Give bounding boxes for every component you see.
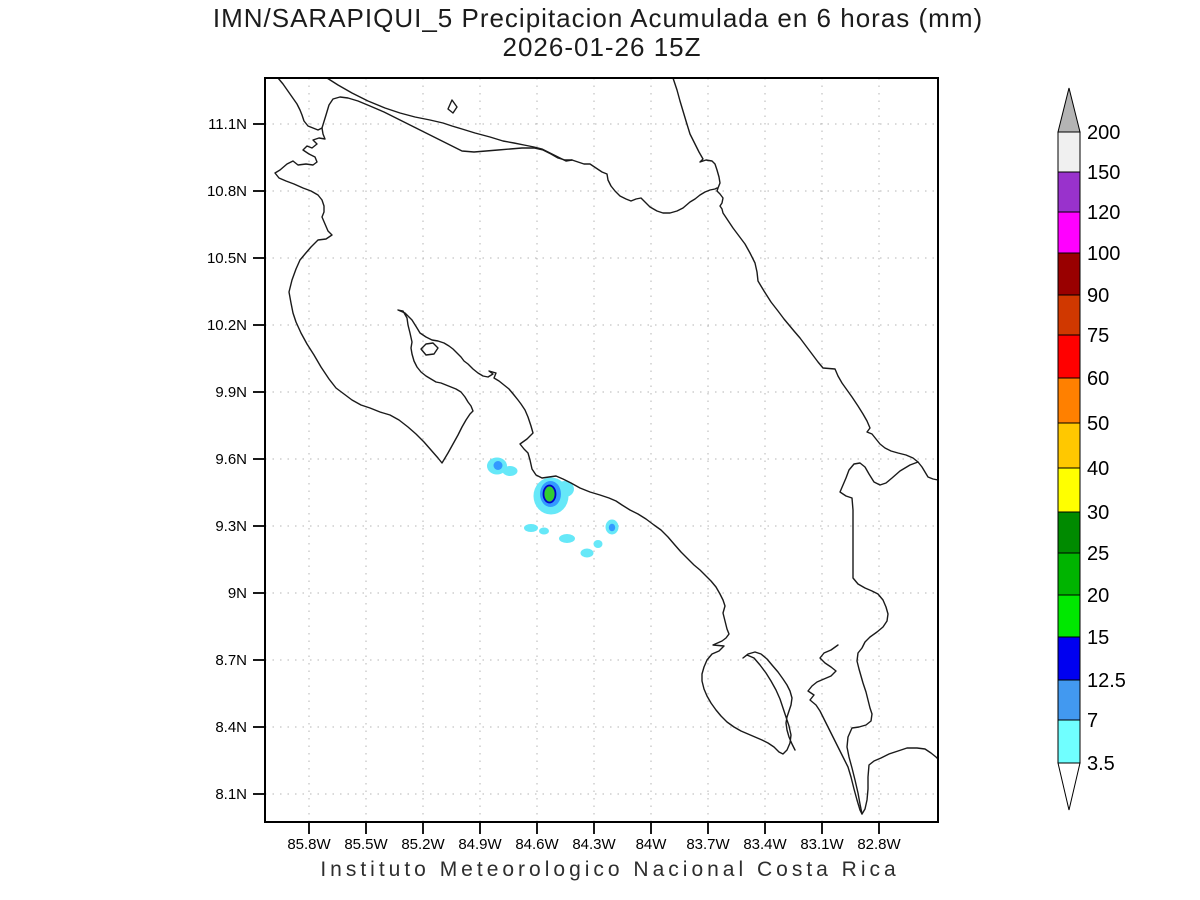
- lon-tick-label: 84.9W: [458, 836, 502, 853]
- colorbar-label: 15: [1087, 627, 1109, 649]
- lon-tick-label: 83.4W: [743, 836, 787, 853]
- colorbar-overflow-up-arrow-icon: [1057, 87, 1081, 133]
- lon-tick-label: 84.6W: [515, 836, 559, 853]
- border-nicaragua: [321, 96, 573, 161]
- colorbar-box: [1057, 552, 1081, 596]
- grid: [265, 78, 938, 822]
- island-chira: [420, 342, 439, 356]
- colorbar-label: 20: [1087, 585, 1109, 607]
- lat-tick-label: 9.9N: [215, 384, 247, 401]
- colorbar: 200 150 120 100 90 75 60 50 40 30 25 20 …: [1057, 87, 1126, 811]
- colorbar-label: 3.5: [1087, 753, 1115, 775]
- colorbar-box: [1057, 636, 1081, 681]
- plot-title: IMN/SARAPIQUI_5 Precipitacion Acumulada …: [213, 3, 983, 33]
- lon-axis: 85.8W 85.5W 85.2W 84.9W 84.6W 84.3W 84W …: [287, 836, 901, 853]
- border-panama: [839, 461, 919, 815]
- colorbar-label: 75: [1087, 325, 1109, 347]
- colorbar-box: [1057, 131, 1081, 173]
- precip-cell-light: [487, 457, 619, 558]
- lon-tick-label: 82.8W: [857, 836, 901, 853]
- coastline-golfo-dulce-east: [807, 644, 939, 815]
- precip-field: [487, 457, 619, 558]
- colorbar-label: 120: [1087, 202, 1120, 224]
- colorbar-box: [1057, 211, 1081, 254]
- precip-cell-heavy: [542, 484, 557, 504]
- colorbar-label: 60: [1087, 368, 1109, 390]
- lat-tick-label: 8.4N: [215, 719, 247, 736]
- colorbar-label: 50: [1087, 413, 1109, 435]
- lon-tick-label: 84.3W: [572, 836, 616, 853]
- colorbar-box: [1057, 334, 1081, 379]
- lat-tick-label: 11.1N: [208, 116, 247, 133]
- colorbar-label: 100: [1087, 243, 1120, 265]
- plot-subtitle: 2026-01-26 15Z: [502, 32, 701, 62]
- colorbar-box: [1057, 252, 1081, 296]
- lon-tick-label: 85.5W: [344, 836, 388, 853]
- lat-tick-label: 9.3N: [215, 518, 247, 535]
- colorbar-box: [1057, 467, 1081, 513]
- colorbar-box: [1057, 171, 1081, 213]
- colorbar-box: [1057, 377, 1081, 424]
- colorbar-label: 150: [1087, 162, 1120, 184]
- colorbar-box: [1057, 719, 1081, 764]
- lon-tick-label: 83.7W: [686, 836, 730, 853]
- lat-tick-label: 10.8N: [207, 183, 247, 200]
- colorbar-label: 30: [1087, 502, 1109, 524]
- colorbar-label: 25: [1087, 543, 1109, 565]
- lake-nicaragua-shore: [326, 77, 718, 214]
- coastline-pacific: [274, 77, 796, 755]
- colorbar-box: [1057, 679, 1081, 721]
- colorbar-box: [1057, 294, 1081, 336]
- lon-tick-label: 85.8W: [287, 836, 331, 853]
- lat-tick-label: 9.6N: [215, 451, 247, 468]
- figure-caption: Instituto Meteorologico Nacional Costa R…: [320, 858, 899, 881]
- colorbar-label: 40: [1087, 458, 1109, 480]
- axis-ticks: [253, 123, 880, 834]
- lat-tick-label: 8.1N: [215, 786, 247, 803]
- colorbar-box: [1057, 511, 1081, 554]
- lat-tick-label: 10.2N: [207, 317, 247, 334]
- colorbar-label: 200: [1087, 122, 1120, 144]
- lon-tick-label: 83.1W: [800, 836, 844, 853]
- colorbar-overflow-down-arrow-icon: [1057, 762, 1081, 811]
- colorbar-label: 90: [1087, 285, 1109, 307]
- map-frame: [264, 77, 939, 823]
- colorbar-label: 12.5: [1087, 670, 1126, 692]
- lat-tick-label: 8.7N: [215, 652, 247, 669]
- coastline-caribbean: [672, 77, 939, 481]
- lat-axis: 11.1N 10.8N 10.5N 10.2N 9.9N 9.6N 9.3N 9…: [207, 116, 247, 803]
- lon-tick-label: 85.2W: [401, 836, 445, 853]
- colorbar-box: [1057, 422, 1081, 469]
- colorbar-box: [1057, 594, 1081, 638]
- colorbar-label: 7: [1087, 710, 1098, 732]
- lon-tick-label: 84W: [636, 836, 668, 853]
- lat-tick-label: 9N: [228, 585, 247, 602]
- lat-tick-label: 10.5N: [207, 250, 247, 267]
- coastlines: [274, 77, 939, 815]
- island-solentiname: [447, 99, 458, 114]
